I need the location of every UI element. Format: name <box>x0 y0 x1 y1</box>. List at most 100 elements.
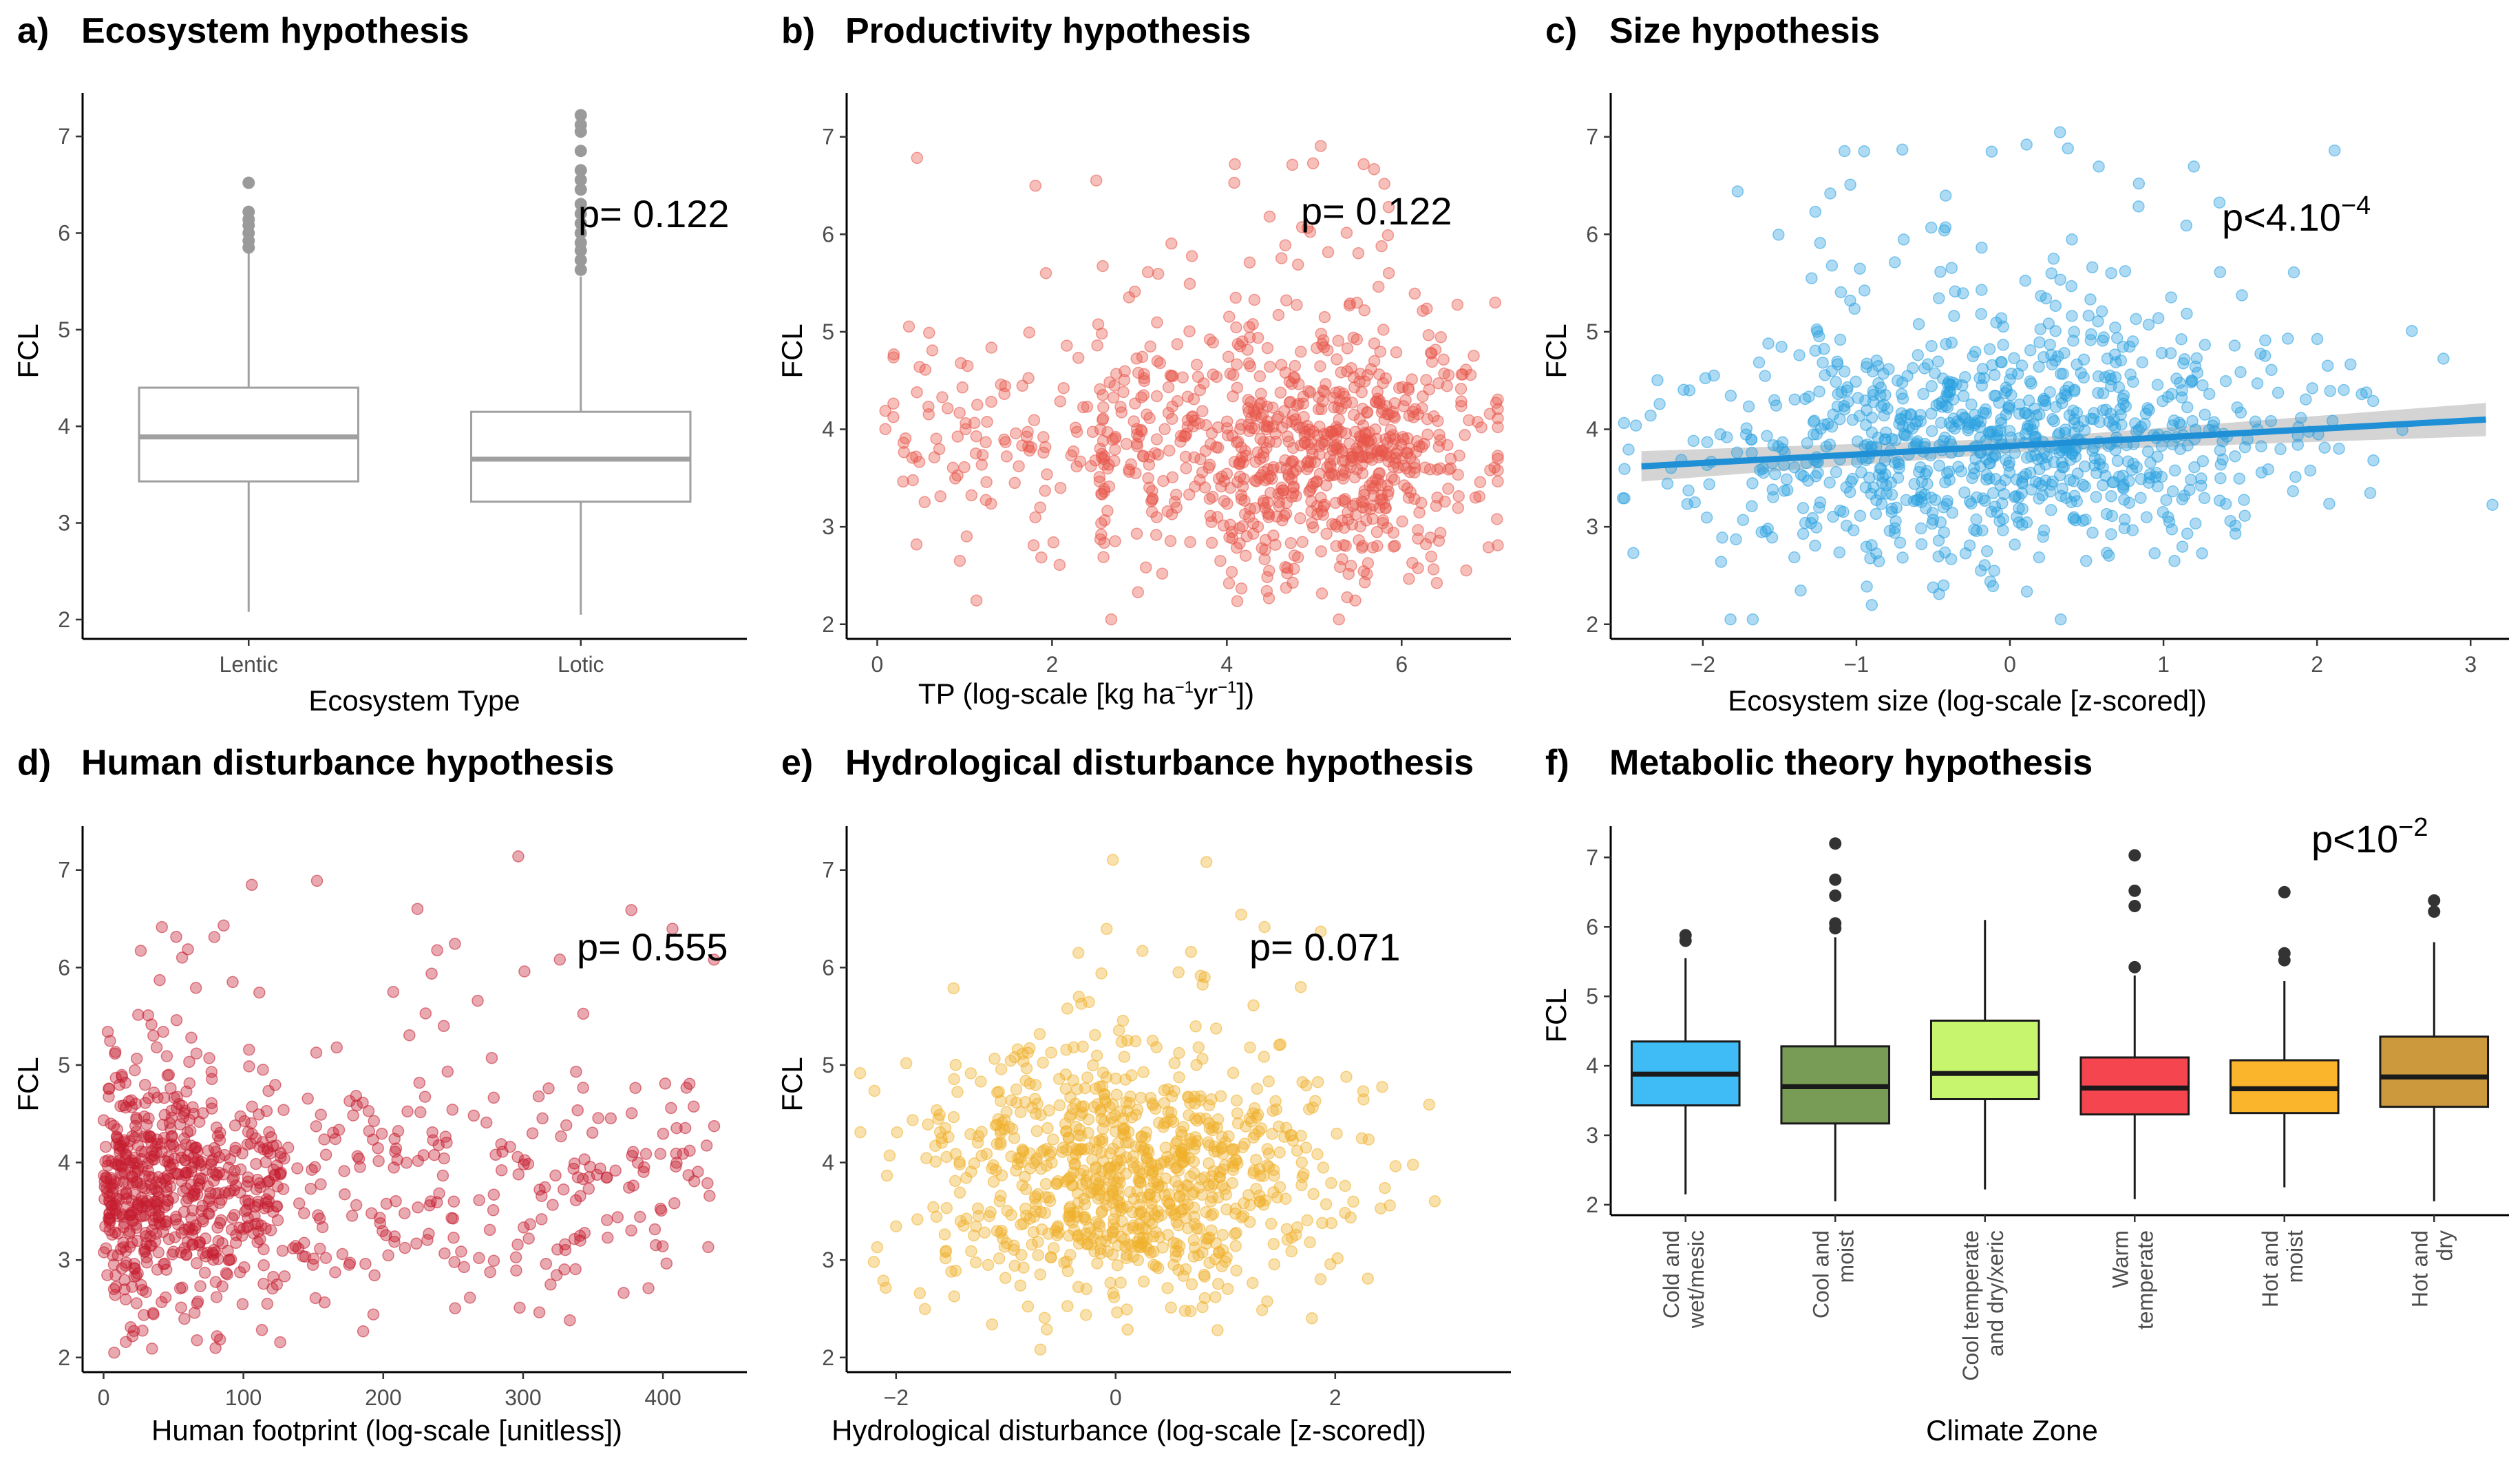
panel-b-ytick-label: 3 <box>822 514 834 539</box>
panel-e-point <box>951 1086 964 1098</box>
panel-e-point <box>1239 1120 1252 1133</box>
panel-e-point <box>1227 1066 1240 1080</box>
panel-b-point <box>1401 432 1414 445</box>
panel-e-point <box>1073 1123 1086 1136</box>
panel-c-point <box>2306 382 2319 394</box>
panel-c-point <box>2294 412 2307 424</box>
panel-c-xtick-label: −2 <box>1691 652 1715 677</box>
panel-d-point <box>135 1278 147 1292</box>
panel-e-point <box>1053 1099 1066 1112</box>
panel-b-point <box>1097 401 1110 414</box>
panel-a-box-2 <box>470 109 692 615</box>
panel-e-point <box>938 1228 951 1241</box>
panel-c-point <box>1737 514 1750 527</box>
panel-c-point <box>1893 458 1905 470</box>
panel-d-xtick-label: 0 <box>98 1385 110 1410</box>
panel-c-point <box>1797 527 1810 540</box>
panel-d-point <box>114 1243 127 1256</box>
panel-d-point <box>536 1213 548 1225</box>
panel-e-point <box>911 1213 924 1225</box>
panel-d-point <box>617 1287 630 1299</box>
panel-d-point <box>642 1282 655 1294</box>
panel-c-point <box>1949 285 1961 298</box>
panel-c-point <box>1794 585 1807 597</box>
panel-e-point <box>1035 1108 1047 1122</box>
panel-b-point <box>1336 553 1348 566</box>
panel-d-point <box>388 1133 401 1145</box>
panel-e-point <box>1211 1324 1224 1336</box>
panel-c-point <box>1975 308 1987 320</box>
panel-c-point <box>2214 444 2227 456</box>
panel-b-point <box>909 450 922 463</box>
panel-d-point <box>382 1249 394 1262</box>
panel-b-point <box>1377 324 1390 336</box>
panel-d-point <box>237 1223 250 1235</box>
panel-e-xtick-label: 2 <box>1329 1385 1342 1410</box>
panel-b-point <box>1220 467 1233 480</box>
panel-b-point <box>1222 577 1236 590</box>
panel-a-outlier-point <box>574 263 587 276</box>
panel-f-title: Metabolic theory hypothesis <box>1609 743 2093 783</box>
panel-c-point <box>1912 318 1925 330</box>
panel-c-point <box>1724 613 1737 626</box>
panel-e-point <box>1095 1206 1108 1219</box>
panel-b-point <box>1412 408 1424 421</box>
panel-b-point <box>1023 326 1036 339</box>
panel-a-outlier-point <box>574 227 587 240</box>
panel-e-point <box>1067 1074 1079 1086</box>
panel-e-point <box>1251 1082 1263 1095</box>
panel-e-point <box>932 1113 944 1125</box>
panel-c-point <box>1908 478 1920 490</box>
panel-e-point <box>1134 1206 1147 1218</box>
panel-c-point <box>2199 339 2212 351</box>
panel-e-point <box>987 1175 1000 1188</box>
panel-c-point <box>1834 413 1846 425</box>
panel-c-point <box>2046 412 2059 425</box>
panel-c-point <box>1915 538 1928 551</box>
panel-d-point <box>634 1210 646 1223</box>
panel-b-point <box>1377 517 1389 529</box>
panel-d-point <box>98 1169 110 1182</box>
panel-b-point <box>1187 393 1200 406</box>
panel-e-point <box>1170 1216 1183 1228</box>
panel-b-point <box>1230 321 1242 334</box>
panel-c-point <box>1809 205 1822 218</box>
panel-c-point <box>1788 461 1801 474</box>
panel-b-point <box>1196 466 1209 478</box>
panel-b-point <box>1340 540 1352 552</box>
panel-c-point <box>2037 394 2050 407</box>
panel-b-point <box>1358 488 1370 501</box>
panel-c-pvalue: p<4.10−4 <box>2222 191 2371 239</box>
panel-a-pvalue: p= 0.122 <box>578 192 730 235</box>
panel-e-point <box>1041 1122 1054 1135</box>
panel-b-point <box>1136 350 1149 364</box>
panel-d-point <box>150 1195 163 1208</box>
panel-b-point <box>1287 576 1299 589</box>
panel-d-point <box>103 1212 115 1225</box>
panel-e-point <box>1244 1041 1256 1054</box>
panel-e-point <box>1162 1106 1174 1118</box>
panel-f-ylabel: FCL <box>1540 988 1572 1042</box>
panel-b-point <box>1378 178 1390 190</box>
panel-a-box-1 <box>138 176 359 612</box>
panel-d-point <box>207 1175 220 1187</box>
panel-c-point <box>1851 455 1863 468</box>
panel-c-point <box>1838 145 1851 158</box>
panel-e-point <box>1142 1243 1155 1256</box>
panel-c-point <box>1788 393 1801 406</box>
panel-c-point <box>2198 492 2211 505</box>
panel-b-point <box>1189 480 1201 493</box>
panel-b-point <box>1249 502 1262 514</box>
panel-f-category-label: Cold andwet/mesic <box>1659 1230 1708 1329</box>
panel-c-point <box>1703 478 1715 491</box>
panel-e-point <box>1077 1040 1089 1053</box>
panel-d-point <box>118 1283 131 1296</box>
panel-c-point <box>1830 465 1843 478</box>
panel-e-point <box>1039 1178 1052 1190</box>
panel-d-ytick-label: 4 <box>58 1150 70 1175</box>
panel-c-point <box>1858 284 1871 297</box>
panel-b-point <box>961 359 974 372</box>
panel-e-point <box>1044 1194 1057 1208</box>
panel-b-point <box>1211 511 1224 523</box>
panel-d-point <box>487 1091 500 1104</box>
